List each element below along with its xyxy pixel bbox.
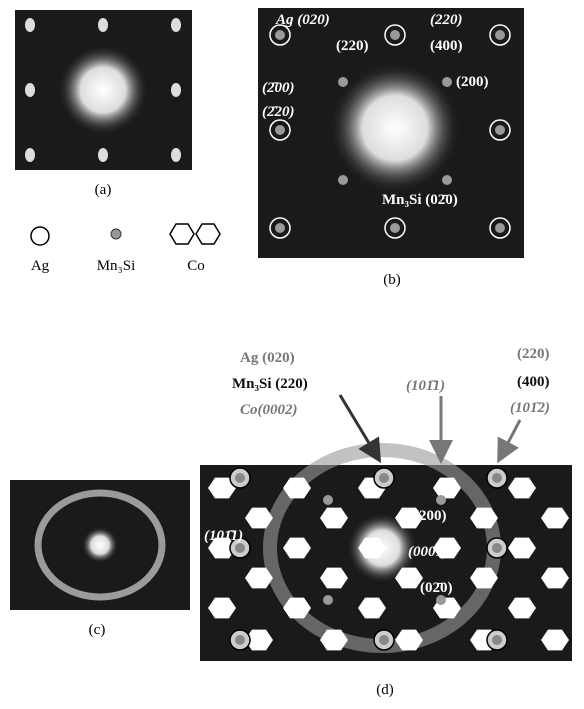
spot — [25, 148, 35, 162]
mn-spot — [390, 30, 400, 40]
mn-spot — [442, 77, 452, 87]
mn-spot — [492, 473, 502, 483]
panel-label: (d) — [376, 682, 394, 698]
annotation: (200) — [414, 508, 447, 524]
legend: Ag Mn₃Si Co — [31, 224, 220, 274]
legend-label: Mn₃Si — [97, 258, 136, 274]
annotation: (220) — [336, 38, 369, 54]
spot — [98, 148, 108, 162]
arrow — [500, 420, 520, 458]
mn-spot — [275, 223, 285, 233]
annotation: (220) — [517, 346, 550, 362]
mn-spot — [338, 175, 348, 185]
spot — [171, 18, 181, 32]
spot — [171, 148, 181, 162]
spot — [98, 18, 108, 32]
figure: (a) Ag Mn₃Si Co (b) Ag (020) (220) (220)… — [0, 0, 584, 704]
annotation: (2̄20) — [262, 104, 295, 120]
annotation: (200) — [456, 74, 489, 90]
annotation: Ag (020) — [275, 12, 330, 28]
panel-a — [15, 10, 192, 170]
mn-spot — [235, 635, 245, 645]
annotation: (02̄0) — [420, 580, 453, 596]
panel-label: (c) — [89, 622, 106, 638]
legend-label: Co — [187, 258, 205, 274]
mn-spot — [436, 495, 446, 505]
annotation: Co(0002) — [240, 402, 298, 418]
annotation: (2̄00) — [262, 80, 295, 96]
mn-spot — [338, 77, 348, 87]
mn-spot — [495, 223, 505, 233]
spot — [171, 83, 181, 97]
annotation: (101̄2) — [510, 400, 550, 416]
mn-spot — [442, 175, 452, 185]
annotation: (101̄1) — [406, 378, 445, 394]
mn-spot — [495, 125, 505, 135]
annotation: (400) — [430, 38, 463, 54]
annotation: (0001) — [408, 544, 448, 560]
annotation: (220) — [430, 12, 463, 28]
mn-spot — [275, 30, 285, 40]
mn-spot — [379, 473, 389, 483]
annotation: Mn₃Si (220) — [232, 376, 308, 392]
mn-spot — [323, 495, 333, 505]
annotation: (101̄1) — [204, 528, 243, 544]
panel-label: (b) — [383, 272, 401, 288]
mn-spot — [379, 635, 389, 645]
spot — [25, 83, 35, 97]
annotation: Mn₃Si (02̄0) — [382, 192, 458, 208]
mn-spot — [275, 125, 285, 135]
mn-spot — [436, 595, 446, 605]
mn-spot — [235, 473, 245, 483]
mn-spot — [495, 30, 505, 40]
spot — [25, 18, 35, 32]
annotation: Ag (020) — [240, 350, 295, 366]
mn-spot — [492, 635, 502, 645]
panel-label: (a) — [95, 182, 112, 198]
annotation: (400) — [517, 374, 550, 390]
mn-spot — [323, 595, 333, 605]
mn-spot — [235, 543, 245, 553]
panel-c — [10, 480, 190, 610]
mn-spot — [390, 223, 400, 233]
panel-d — [200, 450, 572, 661]
panel-b — [258, 8, 524, 258]
legend-label: Ag — [31, 258, 50, 274]
mn-spot — [492, 543, 502, 553]
